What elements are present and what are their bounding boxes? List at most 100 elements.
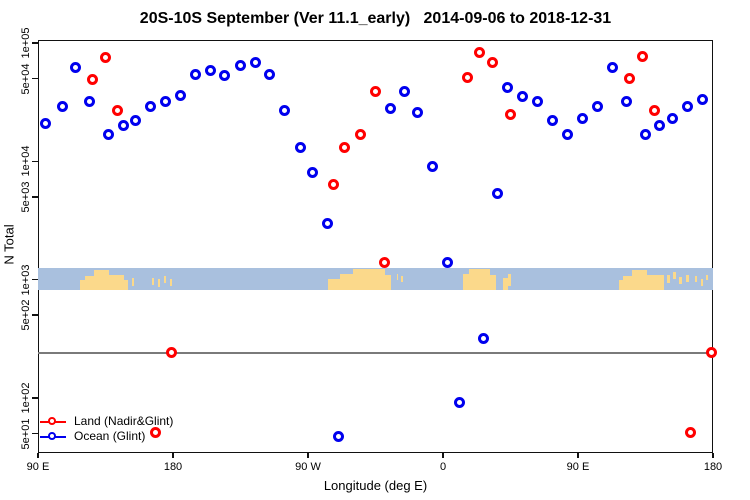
- ocean-data-point: [682, 101, 693, 113]
- land-segment: [507, 273, 511, 286]
- land-segment: [632, 270, 647, 290]
- land-data-point: [461, 72, 473, 84]
- x-tick-mark: [37, 453, 39, 458]
- land-data-point: [112, 104, 123, 116]
- land-data-point: [86, 74, 98, 86]
- y-tick-mark: [32, 160, 38, 163]
- ocean-data-point: [412, 106, 423, 118]
- x-tick-mark: [172, 453, 174, 458]
- land-data-point: [370, 85, 381, 97]
- land-data-point: [706, 347, 717, 359]
- ocean-data-point: [56, 101, 68, 113]
- ocean-series-symbol: [40, 431, 66, 442]
- legend-label-ocean: Ocean (Glint): [74, 429, 146, 443]
- land-segment: [384, 274, 391, 290]
- land-segment: [152, 277, 155, 286]
- chart-title: 20S-10S September (Ver 11.1_early) 2014-…: [139, 10, 612, 27]
- x-tick-label: 0: [439, 461, 447, 473]
- y-tick-label: 1e+04: [20, 145, 32, 177]
- land-segment: [401, 275, 403, 283]
- land-segment: [503, 277, 508, 290]
- ocean-data-point: [562, 128, 573, 140]
- ocean-data-point: [130, 115, 141, 127]
- y-tick-mark: [32, 77, 38, 80]
- land-segment: [489, 274, 496, 290]
- ocean-data-point: [547, 115, 558, 127]
- ocean-data-point: [175, 89, 186, 101]
- y-tick-label: 5e+01: [20, 418, 32, 449]
- ocean-data-point: [250, 57, 261, 69]
- x-axis-label: Longitude (deg E): [323, 478, 428, 493]
- land-segment: [647, 274, 664, 290]
- land-segment: [618, 280, 623, 290]
- land-segment: [327, 279, 340, 290]
- ocean-data-point: [278, 104, 290, 116]
- ocean-data-point: [145, 101, 156, 113]
- ocean-data-point: [332, 431, 344, 443]
- land-segment: [462, 273, 469, 290]
- land-segment: [93, 270, 109, 290]
- ocean-data-point: [235, 59, 246, 71]
- land-data-point: [649, 104, 660, 116]
- x-tick-label: 180: [703, 461, 723, 473]
- x-tick-mark: [577, 453, 579, 458]
- ocean-data-point: [190, 69, 201, 81]
- x-tick-mark: [712, 453, 714, 458]
- legend-item-ocean: Ocean (Glint): [40, 429, 173, 444]
- land-data-point: [166, 347, 177, 359]
- legend: Land (Nadir&Glint) Ocean (Glint): [40, 414, 173, 444]
- ocean-data-point: [491, 188, 503, 200]
- land-segment: [706, 274, 708, 281]
- land-segment: [158, 279, 161, 287]
- open-circle-icon: [48, 432, 56, 440]
- land-data-point: [355, 128, 366, 140]
- y-tick-mark: [32, 432, 38, 435]
- y-tick-mark: [32, 397, 38, 399]
- land-data-point: [685, 426, 696, 438]
- ocean-data-point: [620, 96, 632, 108]
- y-tick-mark: [32, 314, 38, 316]
- ocean-data-point: [205, 65, 216, 77]
- ocean-data-point: [478, 332, 489, 344]
- x-tick-label: 90 E: [26, 461, 50, 473]
- ocean-data-point: [592, 101, 603, 113]
- y-tick-mark: [32, 196, 38, 198]
- open-circle-icon: [48, 417, 56, 425]
- ocean-data-point: [640, 128, 651, 140]
- ocean-data-point: [427, 161, 438, 173]
- ocean-data-point: [103, 128, 114, 140]
- world-map-strip: [38, 268, 713, 290]
- ocean-data-point: [70, 62, 81, 74]
- reference-line: [38, 352, 713, 354]
- land-segment: [678, 276, 682, 285]
- land-segment: [108, 274, 124, 290]
- land-segment: [623, 275, 632, 290]
- land-segment: [170, 279, 173, 286]
- x-tick-mark: [307, 453, 309, 458]
- land-data-point: [338, 142, 350, 154]
- land-data-point: [623, 73, 635, 85]
- ocean-data-point: [263, 69, 275, 81]
- y-tick-label: 5e+03: [20, 181, 32, 213]
- land-data-point: [473, 47, 485, 59]
- ocean-data-point: [442, 256, 453, 268]
- legend-item-land: Land (Nadir&Glint): [40, 414, 173, 429]
- ocean-data-point: [322, 217, 333, 229]
- y-tick-label: 1e+02: [20, 382, 32, 414]
- ocean-data-point: [218, 70, 230, 82]
- land-series-symbol: [40, 416, 66, 427]
- ocean-data-point: [385, 102, 396, 114]
- ocean-data-point: [83, 96, 95, 108]
- land-segment: [468, 269, 490, 290]
- ocean-data-point: [502, 82, 513, 94]
- land-data-point: [637, 50, 648, 62]
- land-data-point: [149, 426, 161, 438]
- land-segment: [80, 280, 85, 290]
- ocean-data-point: [454, 397, 465, 409]
- land-segment: [396, 273, 398, 281]
- land-data-point: [100, 51, 111, 63]
- land-segment: [84, 275, 94, 290]
- x-tick-label: 90 W: [295, 461, 321, 473]
